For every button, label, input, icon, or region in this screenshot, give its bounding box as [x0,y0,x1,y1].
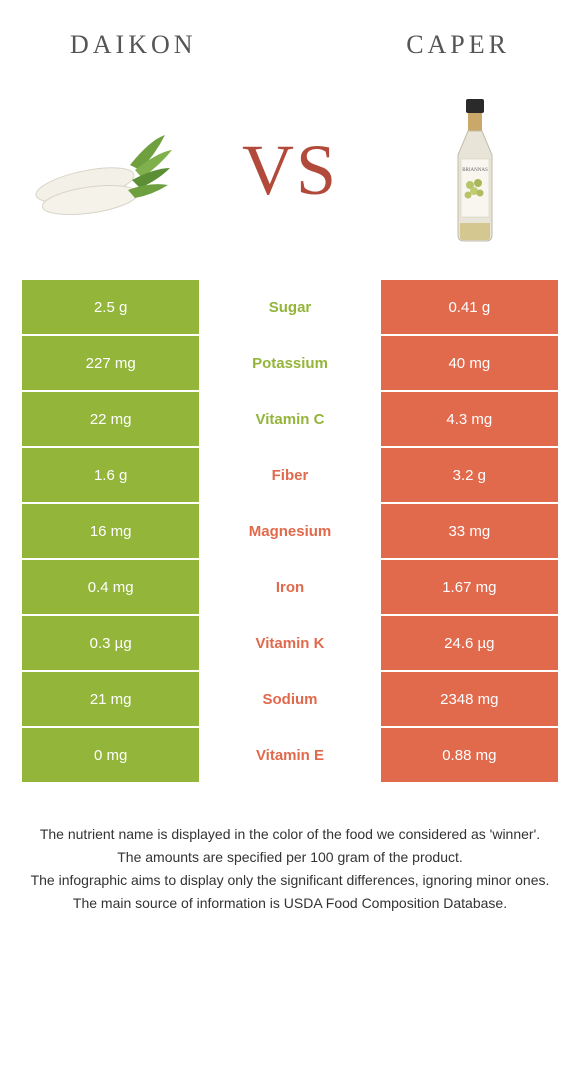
footnote-line: The infographic aims to display only the… [22,870,558,891]
left-value: 0.3 µg [22,616,201,672]
left-value: 0.4 mg [22,560,201,616]
nutrient-label: Sodium [201,672,380,728]
header: DAIKON CAPER [0,0,580,80]
right-value: 1.67 mg [381,560,558,616]
right-value: 2348 mg [381,672,558,728]
table-row: 16 mgMagnesium33 mg [22,504,558,560]
table-row: 1.6 gFiber3.2 g [22,448,558,504]
hero-row: VS BRIANNAS [0,80,580,280]
table-row: 0.3 µgVitamin K24.6 µg [22,616,558,672]
nutrient-label: Iron [201,560,380,616]
right-value: 0.41 g [381,280,558,336]
daikon-image [30,100,180,240]
footnote-line: The main source of information is USDA F… [22,893,558,914]
right-value: 33 mg [381,504,558,560]
nutrient-label: Vitamin K [201,616,380,672]
right-value: 4.3 mg [381,392,558,448]
right-value: 0.88 mg [381,728,558,784]
footnote: The nutrient name is displayed in the co… [22,824,558,914]
left-value: 2.5 g [22,280,201,336]
table-row: 2.5 gSugar0.41 g [22,280,558,336]
left-value: 16 mg [22,504,201,560]
footnote-line: The amounts are specified per 100 gram o… [22,847,558,868]
bottle-icon: BRIANNAS [440,95,510,245]
nutrient-label: Vitamin E [201,728,380,784]
footnote-line: The nutrient name is displayed in the co… [22,824,558,845]
left-value: 1.6 g [22,448,201,504]
table-row: 0 mgVitamin E0.88 mg [22,728,558,784]
right-value: 40 mg [381,336,558,392]
nutrient-label: Magnesium [201,504,380,560]
table-row: 0.4 mgIron1.67 mg [22,560,558,616]
caper-image: BRIANNAS [400,100,550,240]
right-value: 3.2 g [381,448,558,504]
title-right: CAPER [406,30,510,60]
left-value: 227 mg [22,336,201,392]
left-value: 0 mg [22,728,201,784]
left-value: 22 mg [22,392,201,448]
table-row: 22 mgVitamin C4.3 mg [22,392,558,448]
nutrient-label: Fiber [201,448,380,504]
left-value: 21 mg [22,672,201,728]
title-left: DAIKON [70,30,197,60]
table-row: 227 mgPotassium40 mg [22,336,558,392]
daikon-icon [30,110,180,230]
nutrient-label: Sugar [201,280,380,336]
svg-text:BRIANNAS: BRIANNAS [462,168,488,173]
vs-label: VS [242,129,338,212]
comparison-table: 2.5 gSugar0.41 g227 mgPotassium40 mg22 m… [22,280,558,784]
nutrient-label: Potassium [201,336,380,392]
right-value: 24.6 µg [381,616,558,672]
table-row: 21 mgSodium2348 mg [22,672,558,728]
nutrient-label: Vitamin C [201,392,380,448]
